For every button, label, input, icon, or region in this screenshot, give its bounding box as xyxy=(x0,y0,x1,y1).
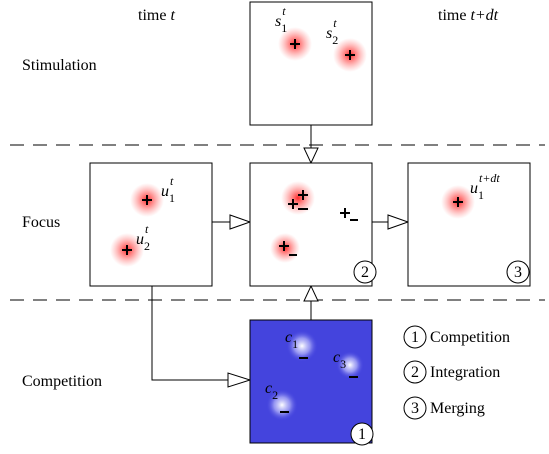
badge-number: 3 xyxy=(514,264,522,281)
row-label: Competition xyxy=(22,373,102,390)
label-part: u xyxy=(136,231,144,248)
label-part: 2 xyxy=(144,239,150,253)
label-part: t xyxy=(170,174,174,188)
legend-label: Merging xyxy=(430,400,485,417)
legend: 1 Competition 2 Integration 3 Merging xyxy=(403,325,510,420)
column-header: time t+dt xyxy=(438,7,499,24)
point-label: s2 t xyxy=(326,16,338,47)
label-part: c xyxy=(333,349,340,366)
label-part: t+dt xyxy=(470,7,498,24)
integration-box xyxy=(249,162,373,287)
point-label: u1 t+dt xyxy=(470,171,500,202)
label-part: 1 xyxy=(281,21,287,35)
row-label: Stimulation xyxy=(22,57,97,74)
label-part: u xyxy=(161,183,169,200)
point-label: u2 t xyxy=(136,222,150,253)
row-label: Focus xyxy=(22,214,60,231)
point-label: c1 xyxy=(285,329,298,351)
label-part: t xyxy=(145,222,149,236)
label-part: 2 xyxy=(332,33,338,47)
label-part: c xyxy=(285,329,292,346)
glow xyxy=(266,389,298,421)
marker xyxy=(453,197,463,207)
column-header: time t xyxy=(138,7,175,24)
label-part: 1 xyxy=(169,191,175,205)
point-label: c3 xyxy=(333,349,346,371)
label-part: 2 xyxy=(272,388,278,402)
label-part: u xyxy=(470,180,478,197)
label-part: time xyxy=(138,7,166,24)
label-part: time xyxy=(438,7,466,24)
label-part: t xyxy=(333,16,337,30)
legend-number: 2 xyxy=(411,364,419,381)
point-label: u1 t xyxy=(161,174,175,205)
label-part: s xyxy=(275,13,281,30)
badge-number: 1 xyxy=(358,426,366,443)
legend-number: 1 xyxy=(411,329,419,346)
focus-box xyxy=(89,162,213,287)
glow xyxy=(286,330,318,362)
label-part: t xyxy=(282,4,286,18)
legend-label: Competition xyxy=(430,329,510,346)
badge xyxy=(350,422,374,446)
glow xyxy=(281,181,315,215)
marker xyxy=(122,195,152,255)
badge xyxy=(353,260,377,284)
point-label: s1 t xyxy=(275,4,287,35)
legend-label: Integration xyxy=(430,364,500,381)
label-part: 3 xyxy=(340,357,346,371)
label-part: t+dt xyxy=(479,171,500,185)
point-label: c2 xyxy=(265,380,278,402)
label-part: 1 xyxy=(478,188,484,202)
arrows xyxy=(151,125,410,388)
badge xyxy=(506,260,530,284)
badge-number: 2 xyxy=(361,264,369,281)
label-part: c xyxy=(265,380,272,397)
glow xyxy=(336,351,364,379)
marker xyxy=(279,190,358,256)
label-part: t xyxy=(170,7,175,24)
label-part: s xyxy=(326,25,332,42)
marker xyxy=(280,357,358,413)
legend-number: 3 xyxy=(411,400,419,417)
marker xyxy=(290,39,355,60)
label-part: 1 xyxy=(292,337,298,351)
